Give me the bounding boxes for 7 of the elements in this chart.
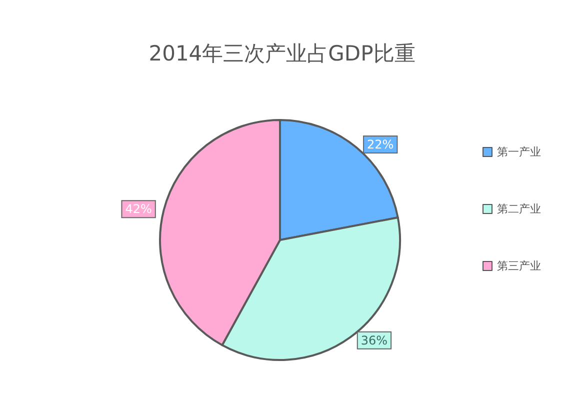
data-label: 42% bbox=[125, 202, 152, 216]
chart-title: 2014年三次产业占GDP比重 bbox=[148, 42, 416, 66]
data-label: 36% bbox=[360, 333, 388, 348]
legend-label: 第三产业 bbox=[497, 260, 541, 272]
data-label: 22% bbox=[367, 137, 394, 152]
legend-label: 第一产业 bbox=[497, 146, 541, 158]
legend-label: 第二产业 bbox=[497, 202, 541, 216]
